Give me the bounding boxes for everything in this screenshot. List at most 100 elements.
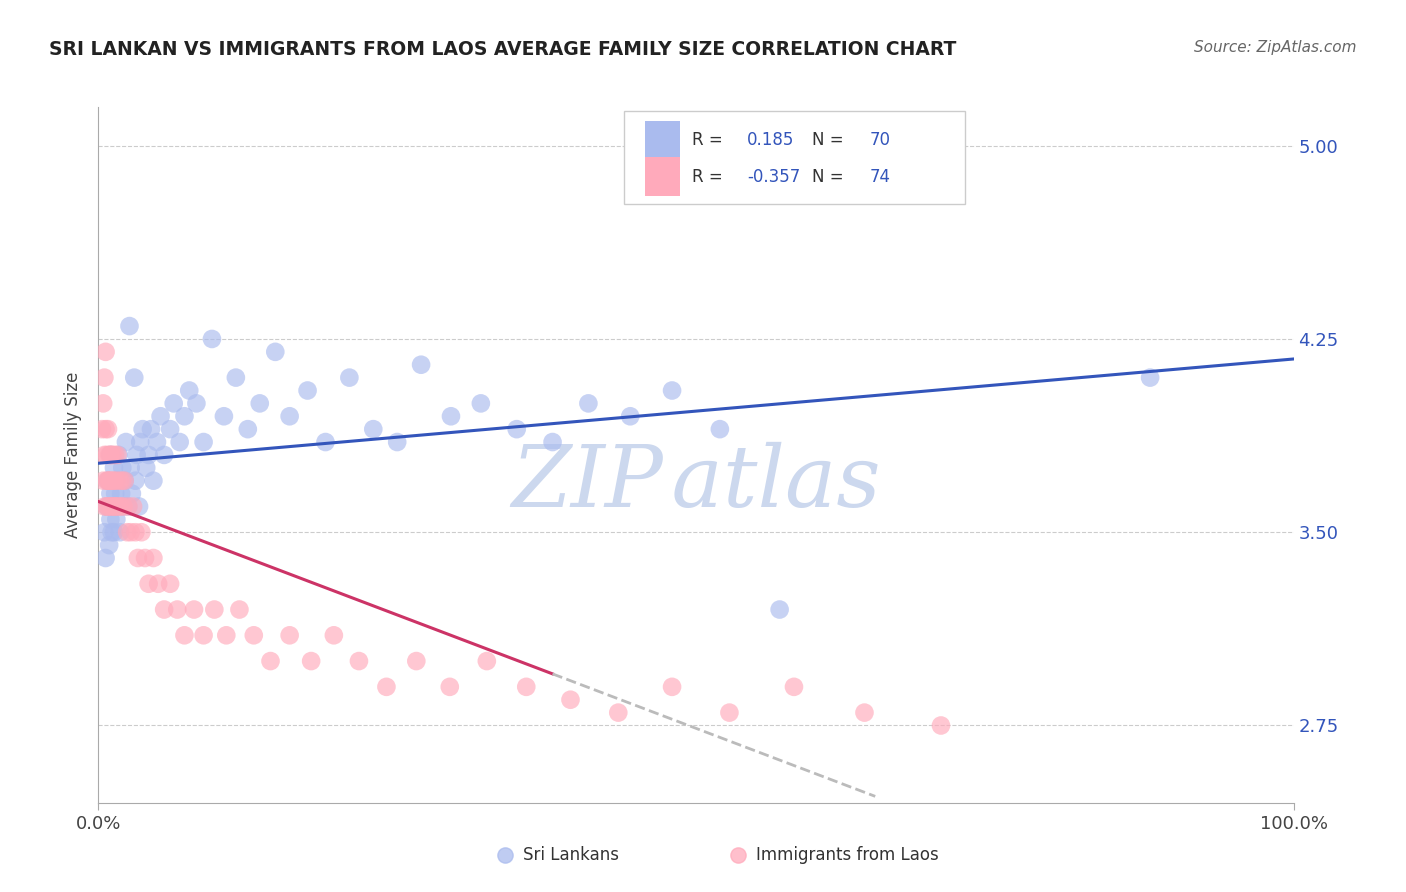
Point bbox=[112, 500, 135, 514]
Point bbox=[118, 319, 141, 334]
Text: R =: R = bbox=[692, 168, 728, 186]
Point bbox=[105, 512, 128, 526]
Point bbox=[93, 500, 115, 514]
Point bbox=[129, 435, 152, 450]
Point bbox=[117, 500, 139, 514]
Point bbox=[93, 370, 115, 384]
FancyBboxPatch shape bbox=[624, 111, 965, 204]
Point bbox=[173, 628, 195, 642]
Point bbox=[243, 628, 266, 642]
Point bbox=[783, 680, 806, 694]
Point bbox=[103, 474, 125, 488]
Point bbox=[105, 474, 128, 488]
Point bbox=[91, 422, 114, 436]
Point bbox=[98, 448, 121, 462]
Point bbox=[1139, 370, 1161, 384]
Point bbox=[228, 602, 250, 616]
Text: 70: 70 bbox=[869, 131, 890, 149]
Point bbox=[93, 525, 115, 540]
Point bbox=[299, 654, 322, 668]
Point bbox=[112, 500, 135, 514]
Point bbox=[96, 474, 118, 488]
Point bbox=[179, 384, 201, 398]
Point bbox=[142, 474, 165, 488]
Point bbox=[93, 448, 115, 462]
Point bbox=[619, 409, 641, 424]
Point bbox=[186, 396, 208, 410]
Point bbox=[193, 628, 215, 642]
Point bbox=[114, 474, 136, 488]
Point bbox=[107, 448, 129, 462]
Point bbox=[98, 538, 121, 552]
FancyBboxPatch shape bbox=[644, 158, 681, 195]
Point bbox=[98, 486, 122, 500]
Point bbox=[439, 680, 461, 694]
Point bbox=[105, 500, 128, 514]
Point bbox=[506, 422, 529, 436]
Text: N =: N = bbox=[811, 131, 849, 149]
Text: Immigrants from Laos: Immigrants from Laos bbox=[756, 846, 938, 864]
Point bbox=[475, 654, 498, 668]
Point bbox=[363, 422, 385, 436]
Point bbox=[661, 680, 683, 694]
Point bbox=[120, 525, 142, 540]
Point bbox=[149, 409, 172, 424]
Text: ZIP atlas: ZIP atlas bbox=[512, 442, 880, 524]
Point bbox=[100, 500, 122, 514]
Point bbox=[249, 396, 271, 410]
Point bbox=[105, 474, 128, 488]
Point bbox=[225, 370, 247, 384]
Point bbox=[131, 525, 153, 540]
Point bbox=[169, 435, 191, 450]
Text: -0.357: -0.357 bbox=[748, 168, 800, 186]
Point bbox=[97, 474, 120, 488]
Point bbox=[100, 448, 122, 462]
Point bbox=[853, 706, 876, 720]
Point bbox=[96, 500, 118, 514]
Point bbox=[135, 460, 157, 475]
Text: Source: ZipAtlas.com: Source: ZipAtlas.com bbox=[1194, 40, 1357, 55]
Point bbox=[215, 628, 238, 642]
Point bbox=[142, 551, 165, 566]
Point bbox=[578, 396, 600, 410]
Point bbox=[104, 448, 127, 462]
Point bbox=[98, 474, 122, 488]
Point bbox=[768, 602, 790, 616]
Point bbox=[107, 500, 129, 514]
Point bbox=[120, 460, 142, 475]
Point bbox=[103, 525, 125, 540]
Point bbox=[236, 422, 259, 436]
Point bbox=[515, 680, 537, 694]
Point bbox=[148, 576, 170, 591]
Point bbox=[440, 409, 463, 424]
Point bbox=[124, 474, 146, 488]
Point bbox=[125, 448, 148, 462]
Text: 0.185: 0.185 bbox=[748, 131, 794, 149]
Point bbox=[124, 525, 146, 540]
Text: 74: 74 bbox=[869, 168, 890, 186]
Point bbox=[278, 628, 301, 642]
Point bbox=[111, 474, 134, 488]
Point bbox=[183, 602, 205, 616]
Point bbox=[661, 384, 683, 398]
Point bbox=[278, 409, 301, 424]
Point bbox=[385, 435, 409, 450]
Text: SRI LANKAN VS IMMIGRANTS FROM LAOS AVERAGE FAMILY SIZE CORRELATION CHART: SRI LANKAN VS IMMIGRANTS FROM LAOS AVERA… bbox=[49, 40, 956, 59]
Point bbox=[115, 435, 138, 450]
Point bbox=[173, 409, 195, 424]
Point bbox=[709, 422, 731, 436]
Point bbox=[101, 500, 124, 514]
Point bbox=[541, 435, 564, 450]
Point bbox=[315, 435, 337, 450]
Point bbox=[110, 486, 132, 500]
Point bbox=[98, 474, 121, 488]
Point bbox=[718, 706, 741, 720]
Point bbox=[153, 602, 176, 616]
Point bbox=[128, 500, 150, 514]
Point bbox=[138, 448, 160, 462]
Point bbox=[97, 474, 120, 488]
Point bbox=[94, 344, 117, 359]
Point bbox=[104, 500, 127, 514]
Point bbox=[139, 422, 162, 436]
Point bbox=[375, 680, 398, 694]
